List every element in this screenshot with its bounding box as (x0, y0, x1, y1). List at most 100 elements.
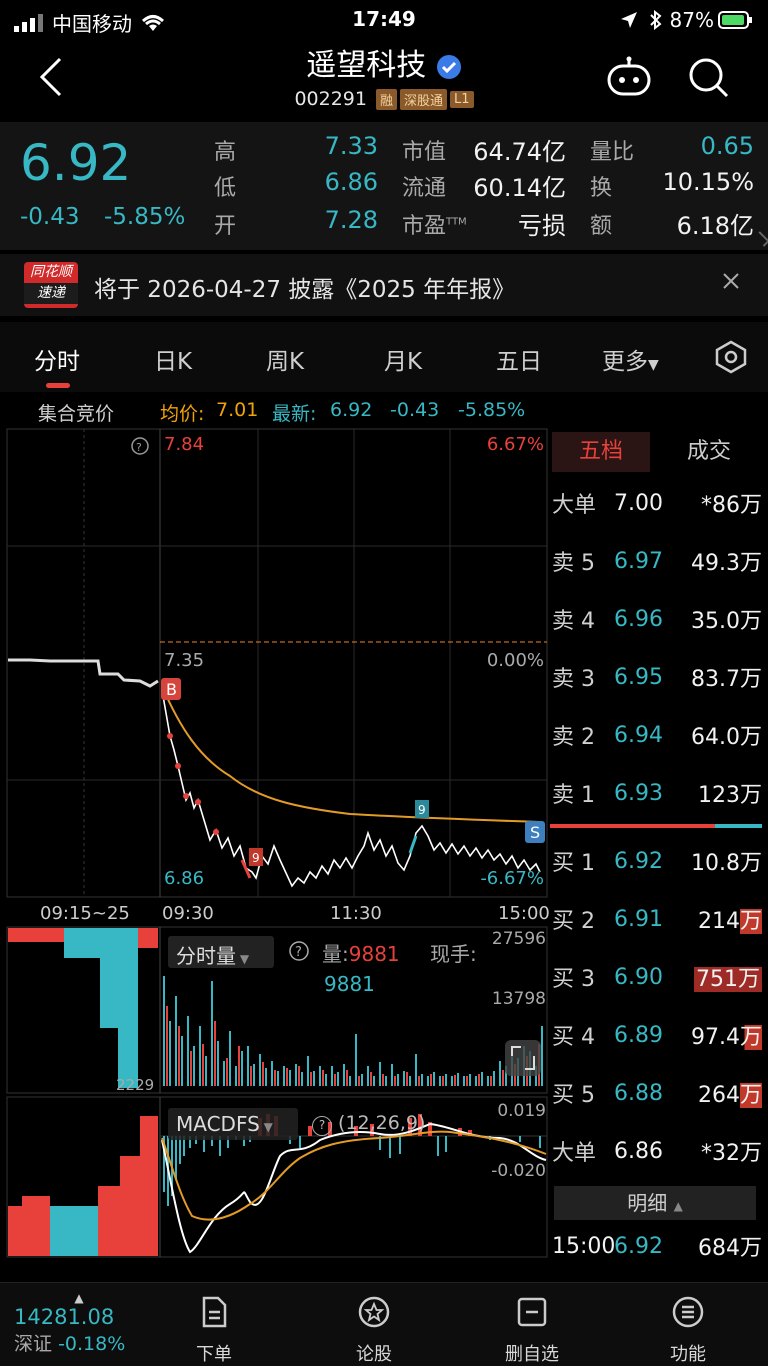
robot-assistant-button[interactable] (606, 56, 652, 102)
tab-five-levels[interactable]: 五档 (552, 432, 650, 472)
location-icon (620, 12, 637, 28)
margin-tag: 融 (376, 89, 398, 110)
big-sell-vol: *86万 (701, 493, 762, 518)
badge-bottom-text: 速递 (24, 283, 78, 304)
tab-weekly-k[interactable]: 周K (266, 349, 305, 375)
ask-row[interactable]: 卖 4 6.96 35.0万 (552, 590, 762, 648)
tab-daily-k[interactable]: 日K (154, 349, 193, 375)
ask-price: 6.97 (614, 548, 663, 574)
volume-chart[interactable]: 2229 27596 13798 (0, 926, 550, 1094)
functions-label: 功能 (670, 1344, 706, 1365)
latest-change-pct: -5.85% (458, 399, 526, 421)
robot-icon (607, 56, 651, 96)
intraday-price-chart[interactable]: ? 7.84 6.67% 7.35 0.00% 6.86 -6.67% B S … (0, 428, 550, 898)
bid-row[interactable]: 买 3 6.90 751万 (552, 948, 762, 1006)
top-price-label: 7.84 (164, 434, 204, 455)
wifi-icon (141, 14, 165, 31)
pe-value: 亏损 (518, 212, 566, 240)
status-bar: 中国移动 17:49 87% (0, 0, 768, 40)
help-circle-icon[interactable]: ? (312, 1116, 332, 1136)
clock: 17:49 (352, 7, 416, 31)
buy-marker-text: B (166, 680, 177, 699)
volume-left-label: 2229 (116, 1076, 154, 1094)
back-button[interactable] (36, 55, 70, 99)
tab-intraday[interactable]: 分时 (34, 349, 80, 375)
tab-trades[interactable]: 成交 (686, 439, 731, 464)
open-label: 开 (214, 214, 237, 239)
place-order-button[interactable]: 下单 (164, 1295, 264, 1366)
ask-row[interactable]: 卖 5 6.97 49.3万 (552, 532, 762, 590)
functions-button[interactable]: 功能 (638, 1295, 738, 1366)
turnover-value: 10.15% (662, 168, 754, 196)
announcement-banner[interactable]: 同花顺 速递 将于 2026-04-27 披露《2025 年年报》 (0, 254, 768, 316)
stock-title: 遥望科技 (0, 40, 768, 84)
pe-ttm-sup: TTM (446, 216, 467, 228)
float-label: 流通 (402, 176, 447, 201)
search-button[interactable] (688, 57, 730, 103)
ask-label: 卖 1 (552, 783, 595, 808)
chart-settings-button[interactable] (714, 340, 748, 378)
volume-indicator-selector[interactable]: 分时量 ▼ (168, 936, 274, 968)
quote-summary: 6.92 -0.43 -5.85% 高 7.33 低 6.86 开 7.28 市… (0, 122, 768, 250)
bid-label: 买 4 (552, 1025, 595, 1050)
trade-price: 6.92 (614, 1233, 663, 1259)
ask-label: 卖 3 (552, 667, 595, 692)
tab-monthly-k[interactable]: 月K (384, 349, 423, 375)
fullscreen-icon[interactable] (505, 1040, 541, 1076)
open-value: 7.28 (324, 206, 378, 234)
bid-ratio-fill (550, 824, 716, 828)
tab-more[interactable]: 更多▼ (602, 342, 659, 376)
order-book-tabs: 五档 成交 (552, 432, 762, 474)
discussion-button[interactable]: 论股 (324, 1295, 424, 1366)
remove-watchlist-button[interactable]: 删自选 (482, 1295, 582, 1366)
low-value: 6.86 (324, 168, 378, 196)
time-label-close: 15:00 (498, 903, 550, 924)
expand-quote-handle[interactable] (754, 231, 768, 247)
bid-row[interactable]: 买 5 6.88 264万 (552, 1064, 762, 1122)
current-volume: 量:9881 (322, 938, 400, 967)
ask-row[interactable]: 卖 2 6.94 64.0万 (552, 706, 762, 764)
close-announcement-button[interactable] (718, 268, 746, 296)
session-volume-bars (163, 976, 543, 1086)
auction-macd-bars (8, 1116, 158, 1256)
bid-row[interactable]: 买 2 6.91 214万 (552, 890, 762, 948)
battery-percent: 87% (669, 8, 714, 32)
time-label-noon: 11:30 (330, 903, 382, 924)
help-icon[interactable] (131, 437, 149, 455)
tab-five-day[interactable]: 五日 (496, 349, 542, 375)
macd-bottom-label: -0.020 (491, 1161, 546, 1181)
last-price: 6.92 (20, 134, 132, 192)
volume-help-icon[interactable]: ? (288, 940, 310, 966)
sell-marker[interactable] (525, 821, 545, 843)
sell-marker-text: S (530, 823, 540, 842)
bid-vol: 214万 (682, 903, 762, 935)
caret-down-icon: ▼ (236, 952, 250, 966)
mid-price-label: 7.35 (164, 650, 204, 671)
ask-row[interactable]: 卖 1 6.93 123万 (552, 764, 762, 822)
carrier-label: 中国移动 (52, 12, 132, 36)
time-label-auction: 09:15~25 (40, 903, 130, 924)
index-ticker[interactable]: ▲ 14281.08 深证 -0.18% (14, 1291, 144, 1356)
volume-half-label: 13798 (492, 989, 546, 1009)
ask-vol: 35.0万 (691, 609, 762, 634)
bid-row[interactable]: 买 4 6.89 97.4万 (552, 1006, 762, 1064)
bid-vol: 97.4万 (682, 1019, 762, 1051)
volume-value: 9881 (348, 942, 400, 966)
discussion-label: 论股 (356, 1344, 392, 1365)
buy-marker[interactable] (161, 678, 181, 700)
high-label: 高 (214, 140, 237, 165)
bid-vol-text: 97.4万 (691, 1025, 762, 1050)
connect-tag: 深股通 (400, 89, 448, 110)
ask-row[interactable]: 卖 3 6.95 83.7万 (552, 648, 762, 706)
verified-icon (436, 54, 461, 79)
big-buy-label: 大单 (552, 1141, 597, 1166)
float-value: 60.14亿 (473, 174, 566, 202)
bid-row[interactable]: 买 1 6.92 10.8万 (552, 832, 762, 890)
macd-indicator-selector[interactable]: MACDFS ▼ (168, 1108, 298, 1140)
trade-detail-toggle[interactable]: 明细 ▲ (554, 1186, 756, 1220)
stock-code-row: 002291 融深股通 L1 (0, 88, 768, 110)
minus-box-icon (517, 1297, 547, 1327)
svg-text:?: ? (295, 945, 302, 960)
ask-label: 卖 2 (552, 725, 595, 750)
chevron-left-icon (39, 57, 62, 97)
